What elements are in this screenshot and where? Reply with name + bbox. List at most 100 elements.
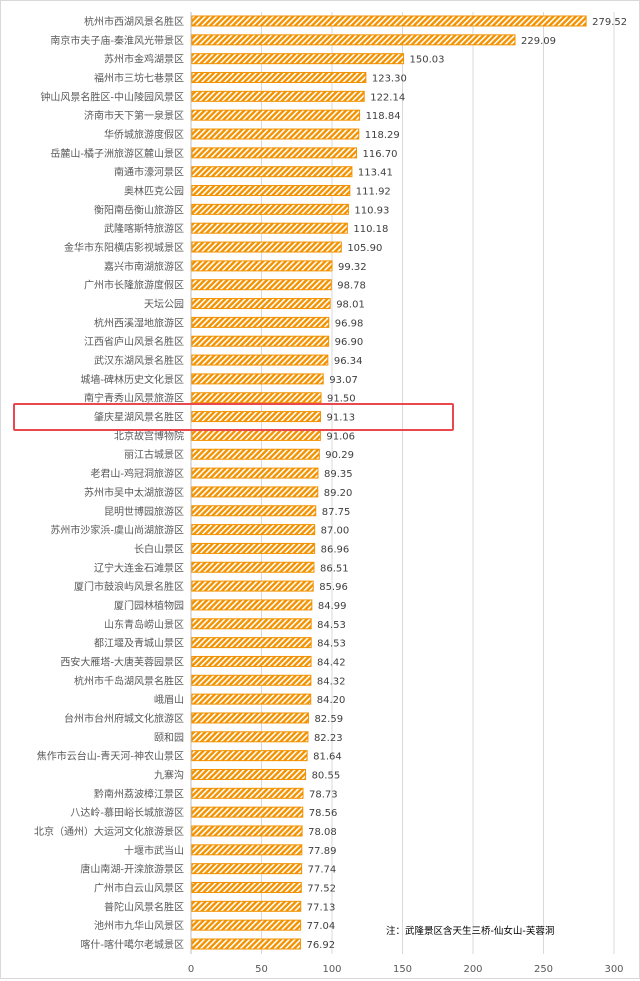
bar: [191, 655, 312, 667]
category-label: 南京市夫子庙-秦淮风光带景区: [50, 34, 184, 47]
bar: [191, 90, 365, 102]
bar: [191, 599, 313, 611]
value-label: 78.08: [308, 827, 337, 838]
bar: [191, 768, 307, 780]
category-label: 城墙-碑林历史文化景区: [80, 373, 184, 386]
bar: [191, 505, 317, 517]
category-label: 苏州市沙家浜-虞山尚湖旅游区: [50, 524, 184, 537]
category-label: 广州市白云山风景区: [94, 881, 184, 894]
bar: [191, 712, 309, 724]
category-label: 金华市东阳横店影视城景区: [64, 241, 184, 254]
value-label: 93.07: [329, 375, 358, 386]
value-label: 229.09: [521, 36, 556, 47]
bar: [191, 222, 348, 234]
value-label: 78.56: [309, 808, 338, 819]
category-label: 老君山-鸡冠洞旅游区: [90, 467, 184, 480]
bar: [191, 561, 315, 573]
category-label: 昆明世博园旅游区: [104, 505, 184, 518]
category-label: 苏州市吴中太湖旅游区: [84, 486, 184, 499]
bar: [191, 844, 303, 856]
value-label: 98.78: [337, 281, 366, 292]
highlight-box: [13, 403, 454, 431]
value-label: 113.41: [358, 168, 393, 179]
bar: [191, 72, 367, 84]
bar: [191, 203, 349, 215]
category-label: 焦作市云台山-青天河-神农山景区: [37, 750, 184, 763]
bar: [191, 787, 304, 799]
value-label: 84.53: [317, 639, 346, 650]
value-label: 77.13: [307, 902, 336, 913]
bar: [191, 53, 405, 65]
bar: [191, 34, 516, 46]
category-label: 颐和园: [154, 732, 184, 744]
value-label: 80.55: [312, 770, 341, 781]
value-label: 76.92: [306, 940, 335, 951]
category-label: 厦门园林植物园: [114, 599, 184, 612]
x-tick-label: 150: [393, 964, 412, 975]
bar: [191, 524, 316, 536]
value-label: 84.99: [318, 601, 347, 612]
value-label: 78.73: [309, 789, 338, 800]
category-label: 台州市台州府城文化旅游区: [64, 712, 184, 725]
value-label: 98.01: [336, 300, 365, 311]
value-label: 77.89: [308, 846, 337, 857]
bar: [191, 900, 302, 912]
bar: [191, 881, 302, 893]
bar: [191, 166, 353, 178]
value-label: 91.50: [327, 394, 356, 405]
x-tick-label: 200: [463, 964, 482, 975]
category-label: 杭州市西湖风景名胜区: [84, 15, 184, 28]
x-tick-label: 0: [188, 964, 194, 975]
value-label: 89.35: [324, 469, 353, 480]
category-label: 厦门市鼓浪屿风景名胜区: [74, 580, 184, 593]
bar: [191, 335, 330, 347]
bar: [191, 863, 303, 875]
bar: [191, 429, 321, 441]
value-label: 85.96: [319, 582, 348, 593]
category-label: 华侨城旅游度假区: [104, 128, 184, 141]
bar: [191, 185, 351, 197]
category-label: 钟山风景名胜区-中山陵园风景区: [40, 90, 184, 103]
value-label: 87.00: [321, 526, 350, 537]
chart-annotation: 注：武隆景区含天生三桥-仙女山-芙蓉洞: [386, 926, 555, 937]
bar: [191, 279, 332, 291]
value-label: 150.03: [410, 55, 445, 66]
bar: [191, 15, 587, 27]
category-label: 南通市濠河景区: [114, 166, 184, 179]
bar: [191, 693, 312, 705]
category-label: 杭州市千岛湖风景名胜区: [74, 674, 184, 687]
bar: [191, 806, 304, 818]
value-label: 91.13: [326, 413, 355, 424]
value-label: 96.34: [334, 356, 363, 367]
value-label: 77.04: [307, 921, 336, 932]
value-label: 96.98: [335, 318, 364, 329]
category-label: 八达岭-慕田峪长城旅游区: [70, 806, 184, 819]
category-label: 丽江古城景区: [124, 448, 184, 461]
value-label: 111.92: [356, 187, 391, 198]
value-label: 116.70: [363, 149, 398, 160]
bar: [191, 938, 301, 950]
category-label: 福州市三坊七巷景区: [94, 72, 184, 85]
category-label: 天坛公园: [144, 299, 184, 311]
bar: [191, 467, 319, 479]
value-label: 110.93: [354, 205, 389, 216]
bar: [191, 298, 331, 310]
bar: [191, 919, 302, 931]
category-label: 山东青岛崂山景区: [104, 618, 184, 631]
category-label: 池州市九华山风景区: [94, 919, 184, 932]
bar: [191, 448, 320, 460]
bar: [191, 637, 312, 649]
category-label: 武汉东湖风景名胜区: [94, 354, 184, 367]
category-label: 江西省庐山风景名胜区: [84, 335, 184, 348]
value-label: 77.74: [308, 865, 337, 876]
x-tick-label: 50: [255, 964, 268, 975]
category-label: 杭州西溪湿地旅游区: [94, 316, 184, 329]
category-label: 济南市天下第一泉景区: [84, 109, 184, 122]
value-label: 123.30: [372, 74, 407, 85]
value-label: 90.29: [325, 450, 354, 461]
bar: [191, 147, 358, 159]
bar: [191, 109, 361, 121]
bar: [191, 580, 314, 592]
category-label: 十堰市武当山: [124, 844, 184, 857]
category-label: 九寨沟: [154, 768, 184, 781]
